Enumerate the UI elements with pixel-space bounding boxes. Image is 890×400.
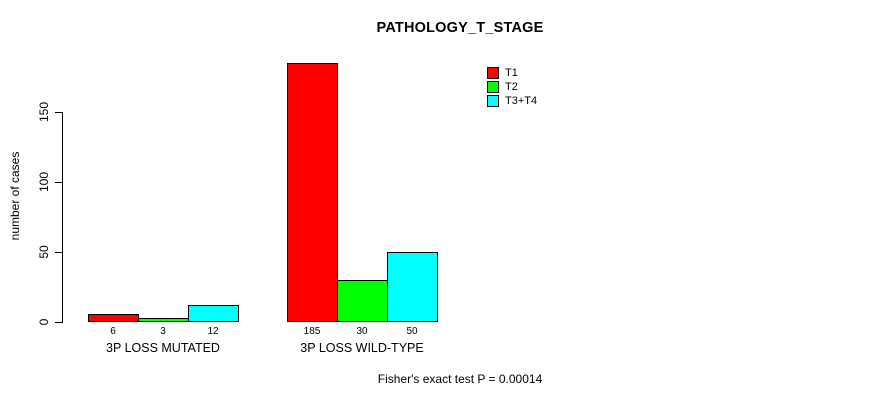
bar xyxy=(337,280,388,322)
y-tick-mark xyxy=(55,182,62,183)
stat-annotation: Fisher's exact test P = 0.00014 xyxy=(377,372,543,386)
bar-value-label: 6 xyxy=(110,326,116,337)
legend-item: T3+T4 xyxy=(487,94,537,108)
x-category-label: 3P LOSS MUTATED xyxy=(106,341,220,355)
legend-swatch xyxy=(487,81,499,93)
bar xyxy=(138,318,189,322)
bar xyxy=(88,314,139,322)
y-tick-mark xyxy=(55,112,62,113)
y-tick-mark xyxy=(55,252,62,253)
y-tick-mark xyxy=(55,322,62,323)
legend-swatch xyxy=(487,67,499,79)
bar-value-label: 12 xyxy=(207,326,219,337)
y-tick-label: 50 xyxy=(37,245,51,259)
bar-value-label: 3 xyxy=(160,326,166,337)
bar-value-label: 30 xyxy=(356,326,368,337)
legend-label: T2 xyxy=(505,81,518,93)
bar xyxy=(188,305,239,322)
bar xyxy=(287,63,338,322)
bar xyxy=(387,252,438,322)
y-axis-label: number of cases xyxy=(8,151,22,241)
y-axis-line xyxy=(62,112,63,323)
y-tick-label: 100 xyxy=(37,171,51,193)
bar-value-label: 185 xyxy=(303,326,321,337)
legend-label: T1 xyxy=(505,67,518,79)
bar-value-label: 50 xyxy=(406,326,418,337)
legend-label: T3+T4 xyxy=(505,95,538,107)
legend: T1 T2 T3+T4 xyxy=(487,66,537,108)
legend-item: T2 xyxy=(487,80,537,94)
chart-title: PATHOLOGY_T_STAGE xyxy=(376,20,544,36)
y-tick-label: 0 xyxy=(37,318,51,326)
legend-swatch xyxy=(487,95,499,107)
legend-item: T1 xyxy=(487,66,537,80)
y-tick-label: 150 xyxy=(37,101,51,123)
x-category-label: 3P LOSS WILD-TYPE xyxy=(300,341,424,355)
